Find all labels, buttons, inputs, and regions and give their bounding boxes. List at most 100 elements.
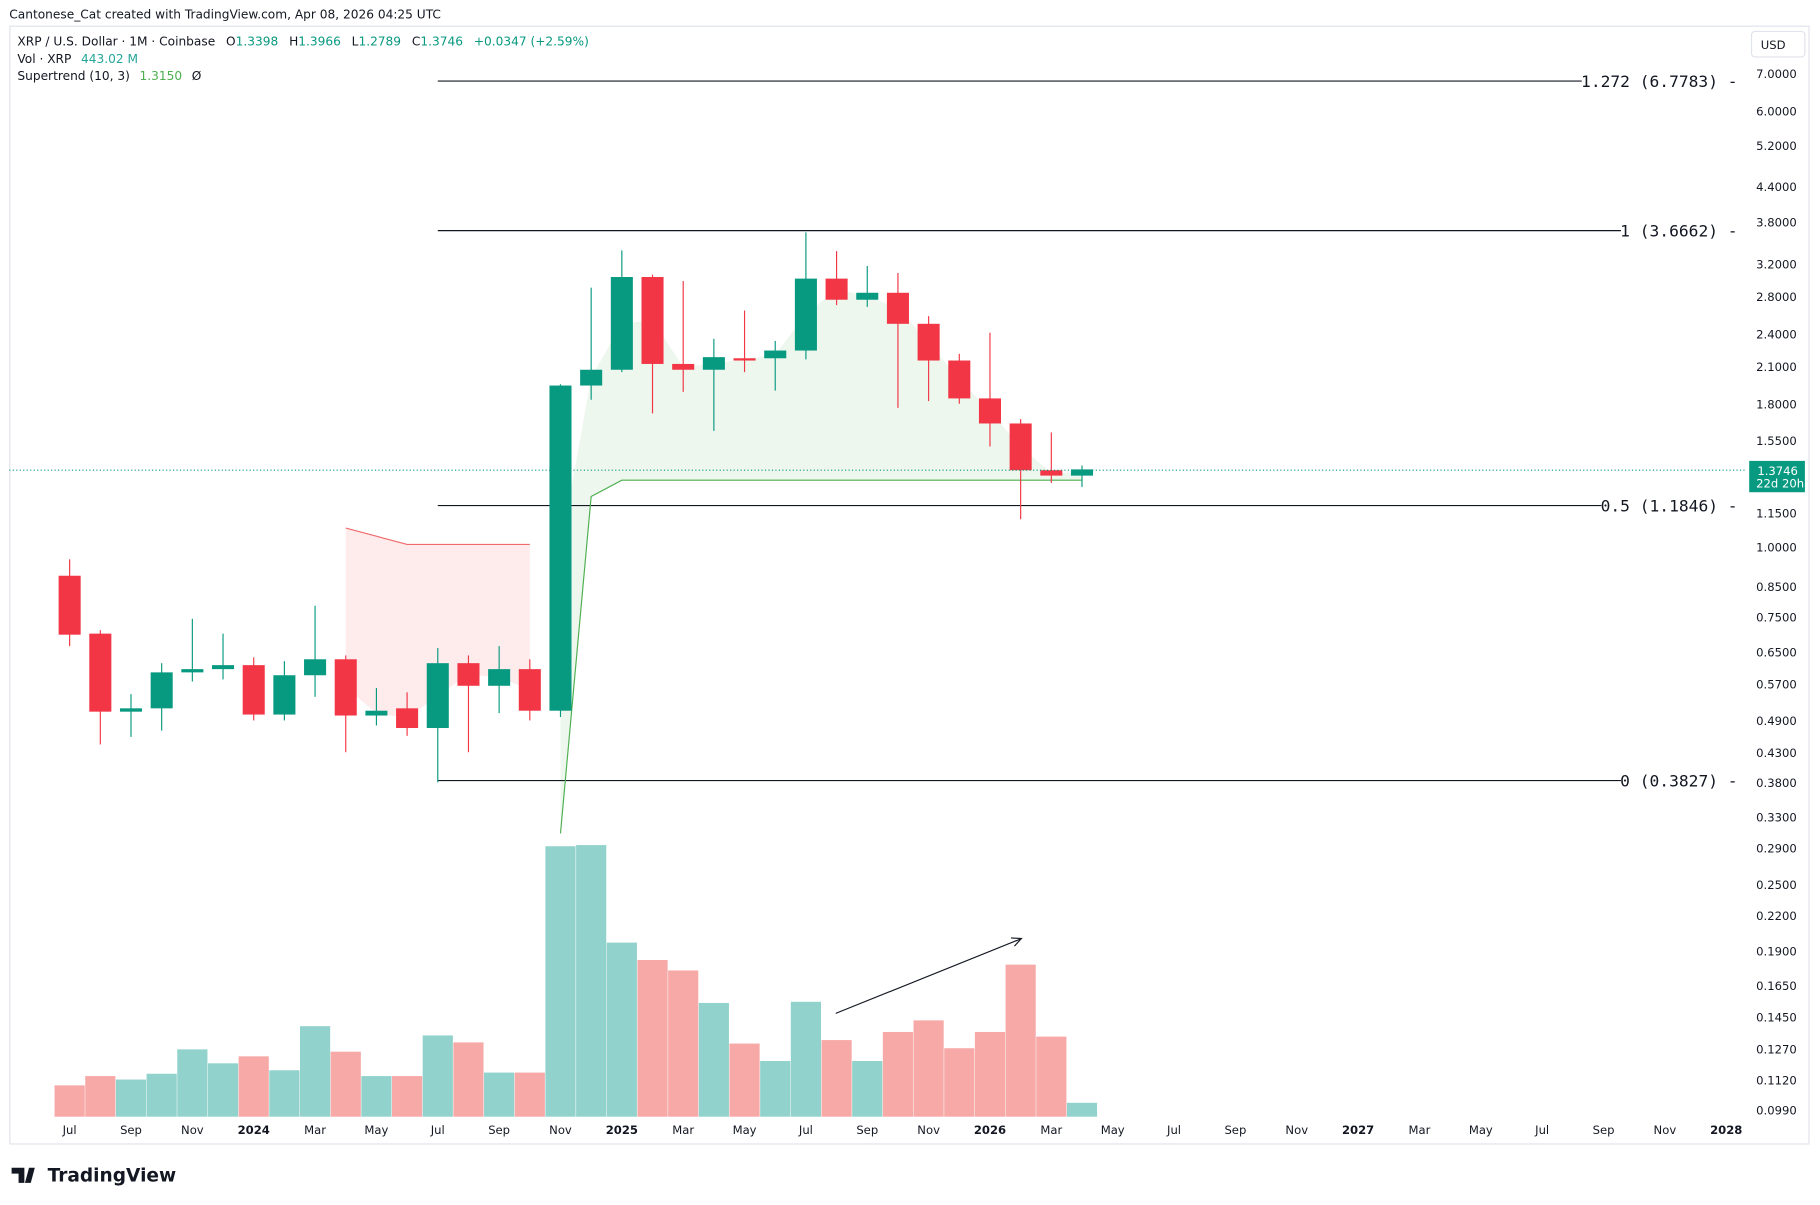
x-tick-label: Nov	[181, 1123, 204, 1137]
volume-bar	[207, 1063, 239, 1117]
x-tick-label: May	[1101, 1123, 1125, 1137]
legend-supertrend[interactable]: Supertrend (10, 3) 1.3150 Ø	[17, 69, 201, 83]
y-tick-label: 1.5500	[1756, 434, 1797, 448]
candle	[580, 287, 603, 400]
y-tick-label: 0.1120	[1756, 1073, 1797, 1087]
x-tick-label: Mar	[1040, 1123, 1062, 1137]
candle	[1009, 419, 1032, 520]
candle	[702, 338, 725, 431]
y-tick-label: 0.4300	[1756, 746, 1797, 760]
tradingview-logo-text: TradingView	[48, 1166, 177, 1187]
candle-body	[641, 277, 664, 364]
y-tick-label: 6.0000	[1756, 104, 1797, 118]
y-tick-label: 4.4000	[1756, 180, 1797, 194]
candle-body	[549, 385, 572, 711]
x-tick-label: Sep	[120, 1123, 142, 1137]
currency-label: USD	[1761, 38, 1786, 52]
x-tick-label: May	[1469, 1123, 1493, 1137]
legend-c-label: C	[412, 34, 421, 48]
fib-label: 0 (0.3827) -	[1620, 771, 1737, 790]
candle-body	[212, 665, 235, 670]
tradingview-logo[interactable]: TradingView	[11, 1166, 177, 1187]
candle-body	[886, 292, 909, 324]
y-tick-label: 2.8000	[1756, 290, 1797, 304]
volume-bar	[913, 1020, 944, 1117]
candle	[610, 250, 633, 373]
candle	[426, 647, 449, 783]
x-tick-label: Jul	[798, 1123, 813, 1137]
y-tick-label: 0.8500	[1756, 580, 1797, 594]
volume-value: 443.02 M	[81, 52, 138, 66]
volume-bar	[790, 1001, 821, 1117]
x-tick-label: Sep	[856, 1123, 878, 1137]
legend-change: +0.0347 (+2.59%)	[474, 34, 589, 48]
legend-volume[interactable]: Vol · XRP 443.02 M	[17, 52, 138, 66]
y-tick-label: 2.4000	[1756, 327, 1797, 341]
fib-level[interactable]: 1.272 (6.7783) -	[437, 72, 1738, 91]
candle	[641, 274, 664, 414]
candle	[733, 310, 756, 373]
y-tick-label: 0.3300	[1756, 810, 1797, 824]
trend-arrow[interactable]	[835, 937, 1023, 1014]
y-tick-label: 0.1900	[1756, 945, 1797, 959]
y-tick-label: 0.4900	[1756, 714, 1797, 728]
candle-body	[978, 398, 1001, 424]
volume-bar	[821, 1040, 852, 1117]
volume-bar	[453, 1042, 484, 1117]
tradingview-logo-icon	[11, 1167, 35, 1183]
volume-bar	[484, 1072, 515, 1117]
fib-label: 1 (3.6662) -	[1620, 221, 1737, 240]
y-tick-label: 0.6500	[1756, 645, 1797, 659]
candle-body	[488, 669, 511, 686]
volume-bar	[882, 1031, 914, 1117]
volume-bar	[668, 970, 699, 1117]
volume-label: Vol · XRP	[17, 52, 71, 66]
x-tick-label: Mar	[304, 1123, 326, 1137]
x-tick-label: Nov	[1285, 1123, 1308, 1137]
volume-bar	[85, 1076, 116, 1117]
y-tick-label: 2.1000	[1756, 360, 1797, 374]
supertrend-label: Supertrend (10, 3)	[17, 69, 129, 83]
fib-level[interactable]: 0 (0.3827) -	[437, 771, 1738, 790]
x-tick-label: Nov	[917, 1123, 940, 1137]
legend-symbol: XRP / U.S. Dollar · 1M · Coinbase	[17, 34, 215, 48]
x-tick-label: 2026	[974, 1123, 1006, 1137]
volume-bar	[299, 1026, 331, 1117]
volume-bar	[146, 1073, 177, 1117]
candle	[764, 340, 787, 391]
x-tick-label: Jul	[430, 1123, 445, 1137]
legend-open: 1.3398	[236, 34, 279, 48]
candle	[1040, 432, 1063, 483]
candle-body	[580, 369, 603, 386]
currency-button[interactable]: USD	[1750, 30, 1806, 58]
candle-body	[273, 675, 296, 715]
x-tick-label: Sep	[1224, 1123, 1246, 1137]
supertrend-extra: Ø	[192, 69, 202, 83]
candle-body	[610, 277, 633, 370]
candle	[1070, 465, 1094, 487]
candle-body	[1070, 469, 1094, 476]
y-tick-label: 0.3800	[1756, 776, 1797, 790]
fib-label: 0.5 (1.1846) -	[1601, 496, 1738, 515]
supertrend-value: 1.3150	[140, 69, 183, 83]
fib-level[interactable]: 1 (3.6662) -	[437, 221, 1738, 240]
x-tick-label: 2028	[1710, 1123, 1742, 1137]
volume-bar	[1036, 1036, 1067, 1117]
candle	[89, 630, 112, 745]
y-tick-label: 0.2500	[1756, 878, 1797, 892]
legend-low: 1.2789	[358, 34, 401, 48]
fib-label: 1.272 (6.7783) -	[1581, 72, 1738, 91]
volume-bar	[576, 845, 607, 1117]
legend-l-label: L	[352, 34, 359, 48]
candle	[672, 281, 695, 392]
candle-body	[1040, 470, 1063, 476]
last-price-value: 1.3746	[1757, 464, 1798, 478]
candle	[150, 663, 173, 731]
candle-body	[334, 659, 357, 716]
candle-body	[672, 363, 695, 370]
candle	[119, 694, 143, 737]
candle-body	[365, 710, 388, 716]
x-tick-label: Jul	[1166, 1123, 1181, 1137]
fib-level[interactable]: 0.5 (1.1846) -	[437, 496, 1738, 515]
